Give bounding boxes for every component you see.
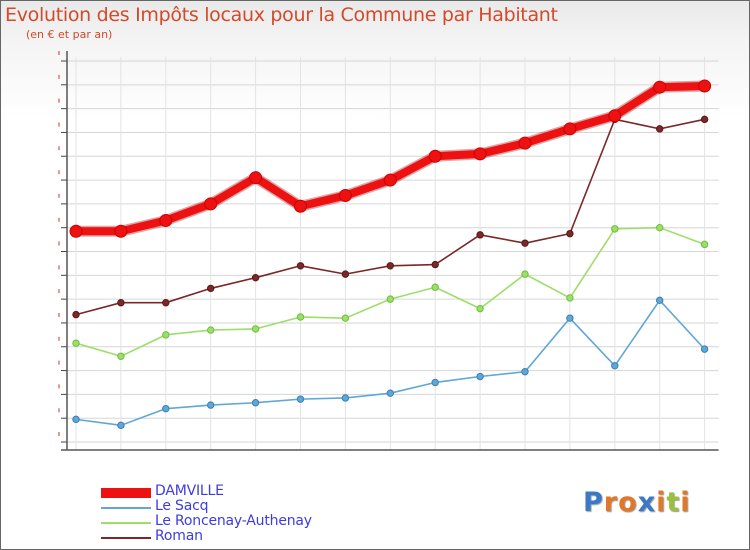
series-lines	[69, 79, 712, 430]
data-point	[296, 313, 305, 321]
legend-label: Le Sacq	[155, 498, 209, 514]
legend-item: DAMVILLE	[101, 483, 361, 501]
legend-swatch	[101, 522, 151, 524]
data-point	[521, 368, 529, 376]
legend-label: Roman	[155, 528, 203, 544]
legend-label: Le Roncenay-Authenay	[155, 513, 312, 529]
data-point	[386, 295, 394, 303]
data-point	[476, 304, 484, 313]
data-point	[207, 284, 215, 293]
data-point	[386, 389, 394, 397]
data-point	[162, 404, 170, 413]
data-point	[700, 345, 709, 353]
data-point	[341, 270, 350, 278]
chart-subtitle: (en € et par an)	[26, 28, 113, 41]
chart-title: Evolution des Impôts locaux pour la Comm…	[5, 4, 558, 26]
logo-letter: t	[666, 487, 681, 518]
data-point	[431, 283, 439, 291]
data-point	[700, 240, 709, 249]
data-point	[296, 262, 305, 270]
axes	[58, 51, 719, 451]
data-point	[653, 80, 667, 94]
logo-letter: x	[637, 487, 657, 518]
data-point	[476, 231, 484, 239]
data-point	[251, 273, 260, 282]
data-point	[114, 224, 128, 238]
legend-swatch	[101, 507, 151, 509]
data-point	[563, 122, 577, 136]
data-point	[428, 149, 442, 163]
data-point	[700, 115, 709, 124]
data-point	[117, 352, 125, 360]
grid-lines	[67, 57, 719, 450]
data-point	[338, 189, 352, 203]
data-point	[698, 79, 712, 93]
data-point	[69, 224, 83, 238]
logo-letter: o	[618, 487, 638, 518]
legend-swatch	[101, 488, 151, 498]
data-point	[251, 399, 260, 407]
data-point	[518, 136, 532, 150]
data-point	[341, 314, 350, 322]
data-point	[207, 326, 215, 334]
data-point	[656, 125, 664, 133]
data-point	[204, 197, 218, 211]
data-point	[294, 199, 307, 213]
data-point	[162, 331, 170, 339]
data-point	[566, 229, 574, 238]
data-point	[431, 260, 439, 269]
data-point	[72, 339, 80, 347]
data-point	[162, 298, 170, 307]
legend-item: Le Sacq	[101, 498, 361, 516]
proxiti-logo: Proxiti	[583, 487, 691, 518]
data-point	[72, 310, 80, 319]
logo-letter: r	[603, 487, 619, 518]
data-point	[608, 109, 622, 123]
data-point	[521, 239, 529, 247]
data-point	[656, 223, 664, 232]
logo-letter: P	[583, 487, 604, 518]
data-point	[72, 415, 80, 424]
data-point	[476, 372, 484, 381]
data-point	[249, 171, 263, 185]
data-point	[296, 395, 305, 403]
data-point	[521, 270, 529, 278]
logo-letter: i	[656, 487, 667, 518]
data-point	[386, 262, 394, 270]
data-point	[611, 362, 619, 370]
data-point	[251, 325, 260, 333]
data-point	[117, 298, 125, 307]
data-point	[207, 401, 215, 409]
legend-item: Roman	[101, 528, 361, 546]
data-point	[383, 173, 397, 187]
legend-swatch	[101, 537, 151, 539]
data-point	[473, 147, 487, 161]
data-point	[566, 294, 574, 302]
legend-label: DAMVILLE	[155, 483, 224, 499]
data-point	[341, 394, 350, 402]
data-point	[431, 378, 439, 387]
logo-letter: i	[680, 487, 691, 518]
data-point	[656, 296, 664, 305]
data-point	[566, 314, 574, 322]
legend-item: Le Roncenay-Authenay	[101, 513, 361, 531]
data-point	[117, 421, 125, 430]
data-point	[611, 225, 619, 233]
data-point	[159, 214, 173, 228]
